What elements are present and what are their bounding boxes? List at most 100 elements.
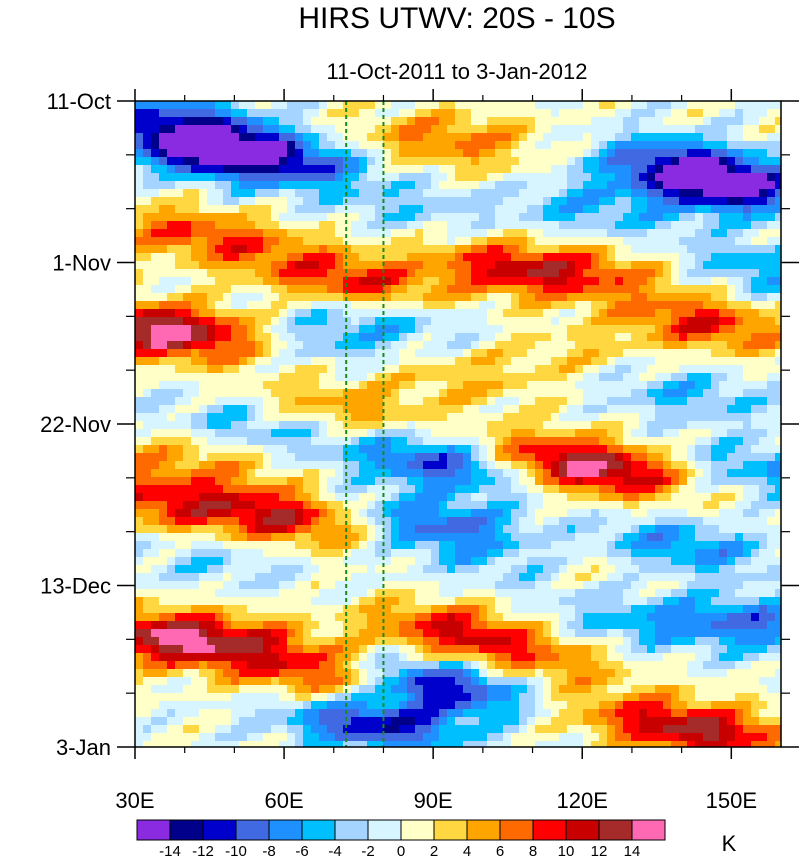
heatmap-cell [199, 525, 208, 534]
heatmap-cell [559, 573, 568, 582]
heatmap-cell [671, 117, 680, 126]
heatmap-cell [695, 261, 704, 270]
heatmap-cell [447, 557, 456, 566]
heatmap-cell [391, 397, 400, 406]
heatmap-cell [735, 565, 744, 574]
heatmap-cell [663, 541, 672, 550]
heatmap-cell [391, 453, 400, 462]
heatmap-cell [167, 285, 176, 294]
heatmap-cell [751, 549, 760, 558]
heatmap-cell [287, 317, 296, 326]
heatmap-cell [351, 165, 360, 174]
heatmap-cell [527, 293, 536, 302]
heatmap-cell [439, 357, 448, 366]
heatmap-cell [759, 421, 768, 430]
heatmap-cell [591, 509, 600, 518]
heatmap-cell [455, 149, 464, 158]
heatmap-cell [687, 525, 696, 534]
heatmap-cell [279, 397, 288, 406]
heatmap-cell [695, 277, 704, 286]
heatmap-cell [311, 445, 320, 454]
heatmap-cell [399, 317, 408, 326]
heatmap-cell [143, 101, 152, 110]
heatmap-cell [167, 149, 176, 158]
heatmap-cell [431, 533, 440, 542]
heatmap-cell [615, 341, 624, 350]
heatmap-cell [471, 141, 480, 150]
heatmap-cell [167, 229, 176, 238]
heatmap-cell [135, 173, 144, 182]
heatmap-cell [535, 573, 544, 582]
heatmap-cell [423, 285, 432, 294]
heatmap-cell [183, 237, 192, 246]
heatmap-cell [295, 157, 304, 166]
heatmap-cell [375, 165, 384, 174]
heatmap-cell [655, 573, 664, 582]
heatmap-cell [423, 125, 432, 134]
heatmap-cell [599, 285, 608, 294]
heatmap-cell [511, 149, 520, 158]
heatmap-cell [231, 181, 240, 190]
heatmap-cell [711, 133, 720, 142]
heatmap-cell [591, 349, 600, 358]
heatmap-cell [527, 461, 536, 470]
heatmap-cell [703, 477, 712, 486]
heatmap-cell [463, 157, 472, 166]
heatmap-cell [479, 397, 488, 406]
heatmap-cell [135, 205, 144, 214]
heatmap-cell [527, 285, 536, 294]
heatmap-cell [567, 141, 576, 150]
heatmap-cell [447, 405, 456, 414]
heatmap-cell [767, 181, 776, 190]
heatmap-cell [735, 293, 744, 302]
heatmap-cell [559, 197, 568, 206]
heatmap-cell [295, 277, 304, 286]
heatmap-cell [407, 261, 416, 270]
heatmap-cell [191, 405, 200, 414]
heatmap-cell [775, 309, 782, 318]
heatmap-cell [423, 229, 432, 238]
heatmap-cell [687, 325, 696, 334]
heatmap-cell [655, 325, 664, 334]
heatmap-cell [767, 117, 776, 126]
heatmap-cell [199, 461, 208, 470]
heatmap-cell [303, 173, 312, 182]
heatmap-cell [559, 477, 568, 486]
heatmap-cell [143, 389, 152, 398]
heatmap-cell [671, 485, 680, 494]
heatmap-cell [543, 149, 552, 158]
heatmap-cell [383, 213, 392, 222]
heatmap-cell [663, 437, 672, 446]
heatmap-cell [623, 101, 632, 110]
heatmap-cell [263, 541, 272, 550]
heatmap-cell [255, 269, 264, 278]
heatmap-cell [423, 293, 432, 302]
heatmap-cell [575, 253, 584, 262]
heatmap-cell [479, 517, 488, 526]
heatmap-cell [567, 421, 576, 430]
heatmap-cell [743, 493, 752, 502]
heatmap-cell [247, 565, 256, 574]
heatmap-cell [503, 389, 512, 398]
heatmap-cell [431, 517, 440, 526]
heatmap-cell [183, 581, 192, 590]
heatmap-cell [655, 365, 664, 374]
heatmap-cell [375, 229, 384, 238]
heatmap-cell [207, 213, 216, 222]
heatmap-cell [639, 253, 648, 262]
heatmap-cell [255, 197, 264, 206]
heatmap-cell [231, 453, 240, 462]
heatmap-cell [711, 397, 720, 406]
heatmap-cell [231, 325, 240, 334]
heatmap-cell [175, 301, 184, 310]
heatmap-cell [751, 421, 760, 430]
heatmap-cell [567, 581, 576, 590]
heatmap-cell [335, 381, 344, 390]
heatmap-cell [567, 197, 576, 206]
heatmap-cell [711, 309, 720, 318]
heatmap-cell [671, 333, 680, 342]
heatmap-cell [463, 501, 472, 510]
heatmap-cell [615, 453, 624, 462]
heatmap-cell [191, 197, 200, 206]
heatmap-cell [487, 589, 496, 598]
